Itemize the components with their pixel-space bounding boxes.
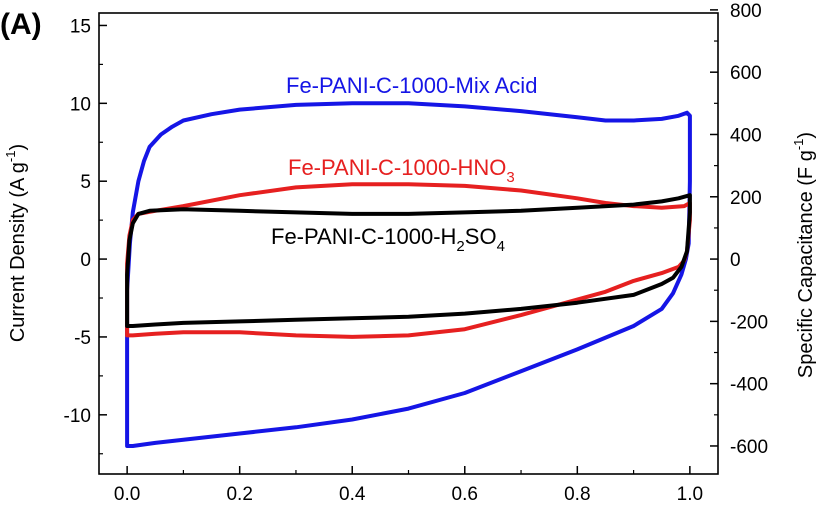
x-tick-label: 0.4 — [339, 484, 366, 505]
series-layer — [125, 101, 692, 448]
y2-tick-label: 600 — [730, 63, 762, 84]
y-tick-label: -5 — [74, 328, 91, 349]
y2-tick-label: -600 — [730, 437, 768, 458]
x-tick-label: 0.8 — [564, 484, 590, 505]
y-tick-label: -10 — [64, 406, 91, 427]
y2-tick-label: 400 — [730, 125, 762, 146]
y2-tick-label: -400 — [730, 375, 768, 396]
x-tick-label: 1.0 — [677, 484, 703, 505]
x-axis-ticks: 0.0 0.2 0.4 0.6 0.8 1.0 — [114, 466, 703, 505]
y2-tick-label: 0 — [730, 250, 741, 271]
panel-label: (A) — [0, 8, 42, 41]
y-axis-left-title: Current Density (A g-1) — [3, 144, 29, 342]
x-tick-label: 0.0 — [114, 484, 140, 505]
y-axis-right-title: Specific Capacitance (F g-1) — [791, 132, 817, 378]
y-tick-label: 10 — [70, 94, 91, 115]
series-line-0 — [125, 101, 692, 448]
series-line-2 — [125, 193, 692, 328]
y2-tick-label: 200 — [730, 188, 762, 209]
series-label-h2so4: Fe-PANI-C-1000-H2SO4 — [271, 224, 505, 255]
x-tick-label: 0.2 — [226, 484, 252, 505]
y-axis-right-ticks: -600 -400 -200 0 200 400 600 800 — [710, 1, 768, 458]
y2-tick-label: -200 — [730, 312, 768, 333]
y2-tick-label: 800 — [730, 1, 762, 22]
series-label-hno3: Fe-PANI-C-1000-HNO3 — [288, 155, 515, 186]
y-tick-label: 15 — [70, 16, 91, 37]
y-axis-left-ticks: -10 -5 0 5 10 15 — [64, 16, 107, 455]
x-tick-label: 0.6 — [452, 484, 478, 505]
y-tick-label: 0 — [80, 250, 91, 271]
series-label-mix-acid: Fe-PANI-C-1000-Mix Acid — [286, 73, 537, 98]
y-tick-label: 5 — [80, 172, 91, 193]
